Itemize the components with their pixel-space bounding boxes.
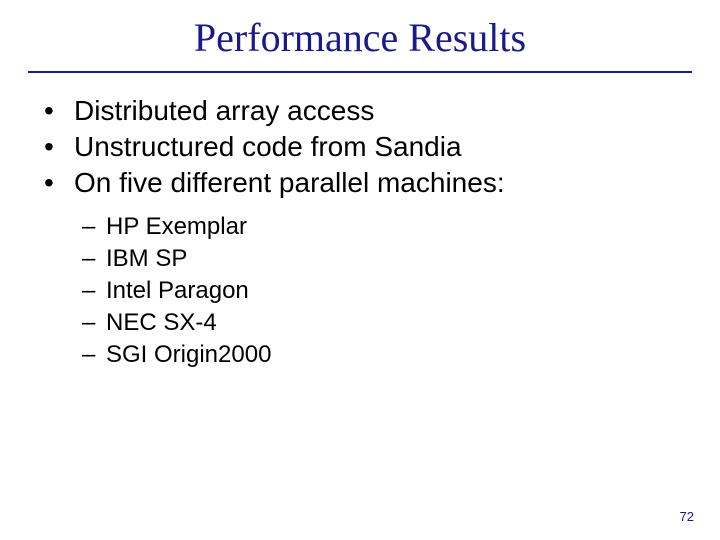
page-number: 72 [680,509,694,524]
slide: Performance Results Distributed array ac… [0,0,720,540]
title-underline [28,71,692,73]
slide-title: Performance Results [0,0,720,71]
list-item: IBM SP [82,245,720,273]
list-item: Intel Paragon [82,277,720,305]
sub-bullet-text: IBM SP [106,245,187,272]
bullet-text: On five different parallel machines: [74,167,505,198]
list-item: SGI Origin2000 [82,341,720,369]
sub-bullet-text: Intel Paragon [106,277,249,304]
sub-bullet-text: HP Exemplar [106,213,247,240]
list-item: Distributed array access [44,95,720,127]
list-item: HP Exemplar [82,213,720,241]
sub-bullet-list: HP Exemplar IBM SP Intel Paragon NEC SX-… [0,213,720,369]
sub-bullet-text: NEC SX-4 [106,309,217,336]
list-item: Unstructured code from Sandia [44,131,720,163]
bullet-text: Unstructured code from Sandia [74,131,462,162]
list-item: NEC SX-4 [82,309,720,337]
bullet-list: Distributed array access Unstructured co… [0,95,720,199]
sub-bullet-text: SGI Origin2000 [106,341,271,368]
list-item: On five different parallel machines: [44,167,720,199]
bullet-text: Distributed array access [74,95,374,126]
